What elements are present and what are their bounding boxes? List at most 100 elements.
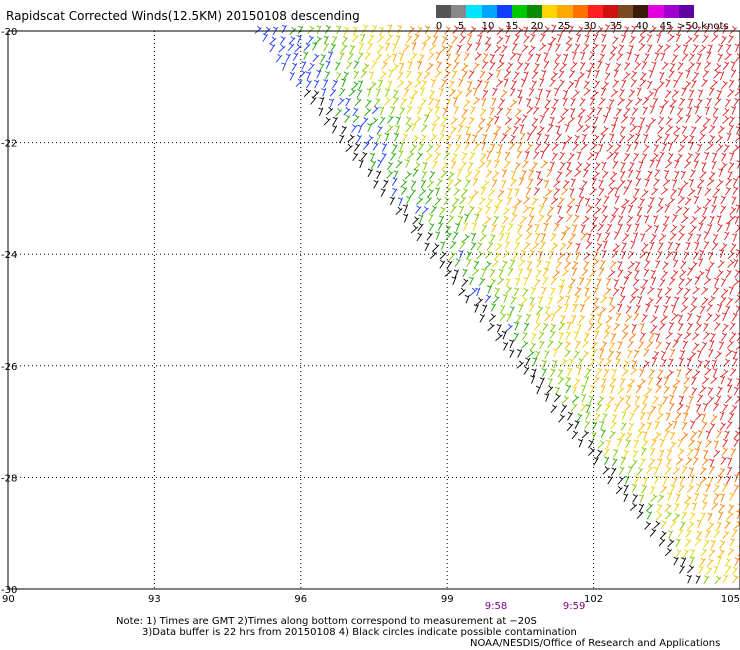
wind-barb bbox=[712, 195, 718, 205]
wind-barb bbox=[669, 441, 677, 450]
wind-barb bbox=[586, 233, 592, 242]
wind-barb bbox=[690, 420, 696, 430]
wind-barb bbox=[518, 304, 524, 313]
wind-barb bbox=[559, 242, 567, 251]
wind-barb bbox=[671, 53, 678, 63]
wind-barb bbox=[638, 34, 646, 44]
wind-barb bbox=[636, 87, 642, 97]
wind-barb bbox=[693, 369, 701, 378]
wind-barb bbox=[413, 161, 421, 171]
wind-barb bbox=[631, 287, 639, 296]
wind-barb bbox=[654, 420, 660, 430]
wind-barb bbox=[692, 342, 700, 351]
wind-barb bbox=[678, 277, 685, 287]
wind-barb bbox=[588, 358, 596, 367]
wind-barb bbox=[415, 205, 422, 214]
wind-barb bbox=[705, 269, 711, 278]
wind-barb bbox=[505, 232, 511, 241]
wind-barb bbox=[709, 340, 715, 349]
wind-barb bbox=[529, 342, 537, 351]
wind-barb bbox=[384, 132, 390, 142]
wind-barb bbox=[667, 25, 674, 35]
wind-barb bbox=[637, 125, 643, 135]
wind-barb bbox=[701, 376, 710, 385]
wind-barb bbox=[558, 414, 566, 423]
wind-barb bbox=[509, 339, 515, 348]
wind-barb bbox=[433, 115, 441, 124]
chart-title: Rapidscat Corrected Winds(12.5KM) 201501… bbox=[6, 9, 360, 23]
wind-barb bbox=[588, 322, 595, 332]
wind-barb bbox=[571, 430, 579, 440]
wind-barb bbox=[488, 188, 496, 197]
wind-barb bbox=[538, 204, 545, 214]
wind-barb bbox=[439, 215, 445, 225]
wind-barb bbox=[492, 132, 498, 142]
wind-barb bbox=[638, 42, 646, 52]
wind-barb bbox=[520, 296, 528, 305]
wind-barb bbox=[479, 26, 487, 35]
wind-barb bbox=[725, 564, 732, 574]
wind-barb bbox=[588, 395, 594, 405]
wind-barb bbox=[595, 321, 603, 330]
wind-barb bbox=[697, 360, 703, 369]
wind-barb bbox=[444, 186, 451, 196]
wind-barb bbox=[505, 285, 513, 295]
wind-barb bbox=[545, 260, 551, 270]
wind-barb bbox=[623, 186, 629, 195]
wind-barb bbox=[547, 377, 553, 387]
wind-barb bbox=[428, 222, 435, 232]
wind-barb bbox=[559, 151, 566, 161]
wind-barb bbox=[634, 61, 642, 71]
wind-barb bbox=[517, 141, 523, 151]
wind-barb bbox=[657, 80, 665, 89]
wind-barb bbox=[341, 35, 349, 45]
wind-barb bbox=[384, 42, 391, 51]
wind-barb bbox=[660, 485, 668, 494]
wind-barb bbox=[391, 63, 400, 72]
wind-barb bbox=[534, 142, 542, 151]
wind-barb bbox=[722, 438, 729, 448]
wind-barb bbox=[667, 33, 675, 43]
wind-barb bbox=[644, 178, 650, 188]
plot-frame bbox=[7, 30, 740, 590]
wind-barb bbox=[623, 484, 629, 494]
wind-barb bbox=[597, 440, 605, 449]
wind-barb bbox=[361, 116, 369, 126]
wind-barb bbox=[635, 177, 642, 187]
wind-barb bbox=[440, 124, 446, 134]
wind-barb bbox=[426, 62, 434, 71]
wind-barb bbox=[397, 197, 403, 207]
wind-barb bbox=[707, 386, 714, 396]
wind-barb bbox=[528, 169, 535, 178]
wind-barb bbox=[360, 33, 366, 43]
wind-barb bbox=[568, 196, 576, 206]
wind-barb bbox=[335, 108, 343, 117]
wind-barb bbox=[584, 162, 591, 171]
wind-barb bbox=[614, 186, 620, 196]
wind-barb bbox=[439, 45, 447, 54]
wind-barb bbox=[725, 222, 731, 231]
wind-barb bbox=[424, 25, 431, 35]
wind-barb bbox=[495, 332, 503, 342]
wind-barb bbox=[718, 467, 726, 477]
wind-barb bbox=[672, 339, 679, 348]
wind-barb bbox=[495, 125, 502, 134]
wind-barb bbox=[428, 43, 437, 52]
wind-barb bbox=[720, 205, 727, 214]
wind-barb bbox=[477, 34, 483, 44]
wind-barb bbox=[580, 51, 586, 61]
legend-swatch bbox=[587, 5, 604, 18]
wind-barb bbox=[500, 304, 506, 314]
wind-barb bbox=[480, 142, 486, 151]
wind-barb bbox=[592, 250, 599, 260]
wind-barb bbox=[401, 186, 408, 195]
wind-barb bbox=[579, 276, 585, 286]
wind-barb bbox=[534, 278, 541, 287]
wind-barb bbox=[316, 25, 322, 34]
wind-barb bbox=[410, 180, 417, 189]
wind-barb bbox=[625, 270, 633, 279]
wind-barb bbox=[665, 511, 672, 520]
wind-barb bbox=[737, 170, 740, 179]
wind-barb bbox=[595, 403, 603, 412]
wind-barb bbox=[542, 196, 548, 206]
